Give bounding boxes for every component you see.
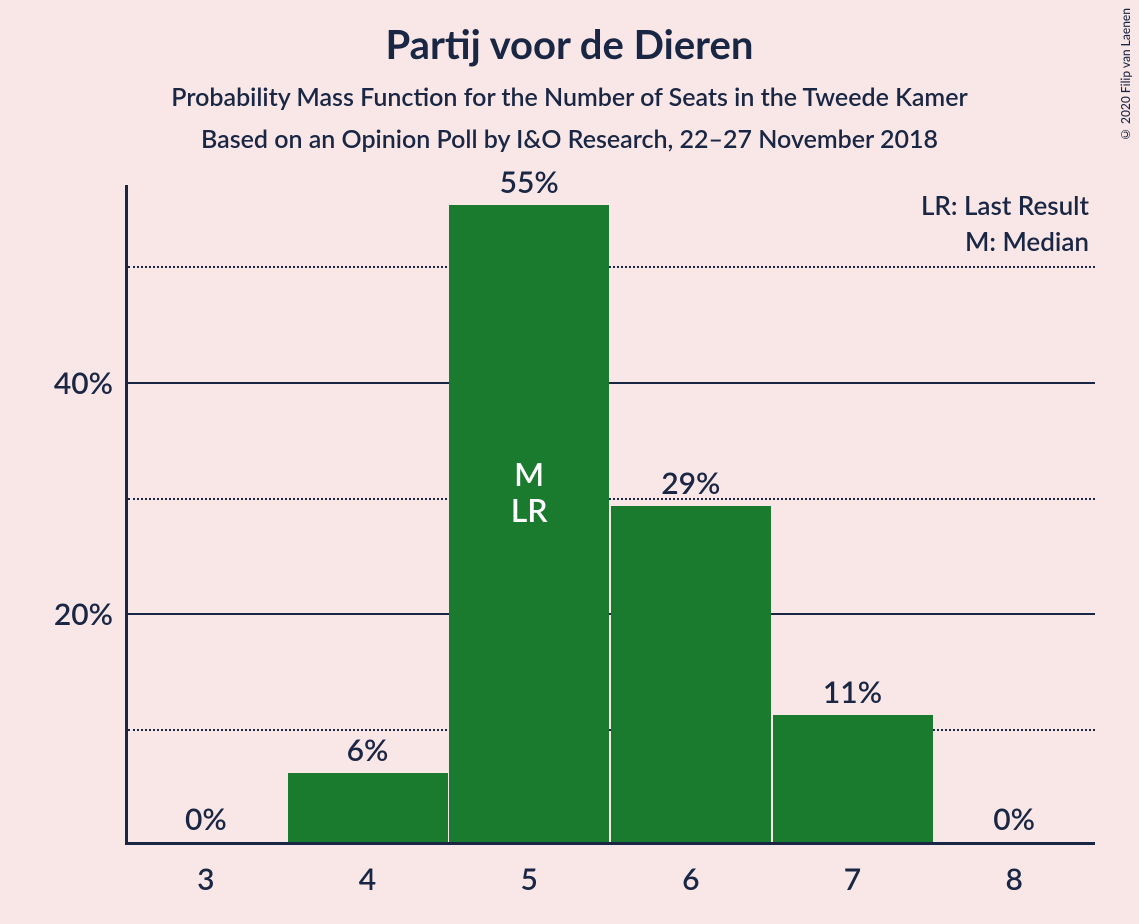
x-tick-label: 5 <box>448 861 610 897</box>
bar-value-label: 0% <box>933 801 1095 837</box>
x-tick-label: 8 <box>933 861 1095 897</box>
bar <box>288 773 448 842</box>
x-tick-label: 7 <box>772 861 934 897</box>
bar-value-label: 29% <box>610 465 772 501</box>
x-tick-label: 4 <box>287 861 449 897</box>
legend-m: M: Median <box>965 225 1089 257</box>
chart-subtitle-2: Based on an Opinion Poll by I&O Research… <box>0 124 1139 154</box>
y-axis-line <box>125 185 128 845</box>
bar-value-label: 6% <box>287 732 449 768</box>
x-tick-label: 3 <box>125 861 287 897</box>
legend-lr: LR: Last Result <box>921 189 1089 221</box>
chart-subtitle-1: Probability Mass Function for the Number… <box>0 82 1139 112</box>
chart-title: Partij voor de Dieren <box>0 0 1139 68</box>
bar-value-label: 0% <box>125 801 287 837</box>
x-axis-line <box>125 842 1095 845</box>
y-tick-label: 40% <box>13 365 113 401</box>
gridline-major <box>128 382 1095 384</box>
bar <box>611 506 771 842</box>
gridline-minor <box>128 266 1095 268</box>
bar-marker-label: M LR <box>449 456 609 530</box>
bar <box>773 715 933 842</box>
x-tick-label: 6 <box>610 861 772 897</box>
chart-plot-area: 20%40%0%36%4M LR55%529%611%70%8LR: Last … <box>125 185 1095 845</box>
bar-value-label: 55% <box>448 164 610 200</box>
y-tick-label: 20% <box>13 596 113 632</box>
bar-value-label: 11% <box>772 674 934 710</box>
copyright-text: © 2020 Filip van Laenen <box>1118 8 1133 142</box>
